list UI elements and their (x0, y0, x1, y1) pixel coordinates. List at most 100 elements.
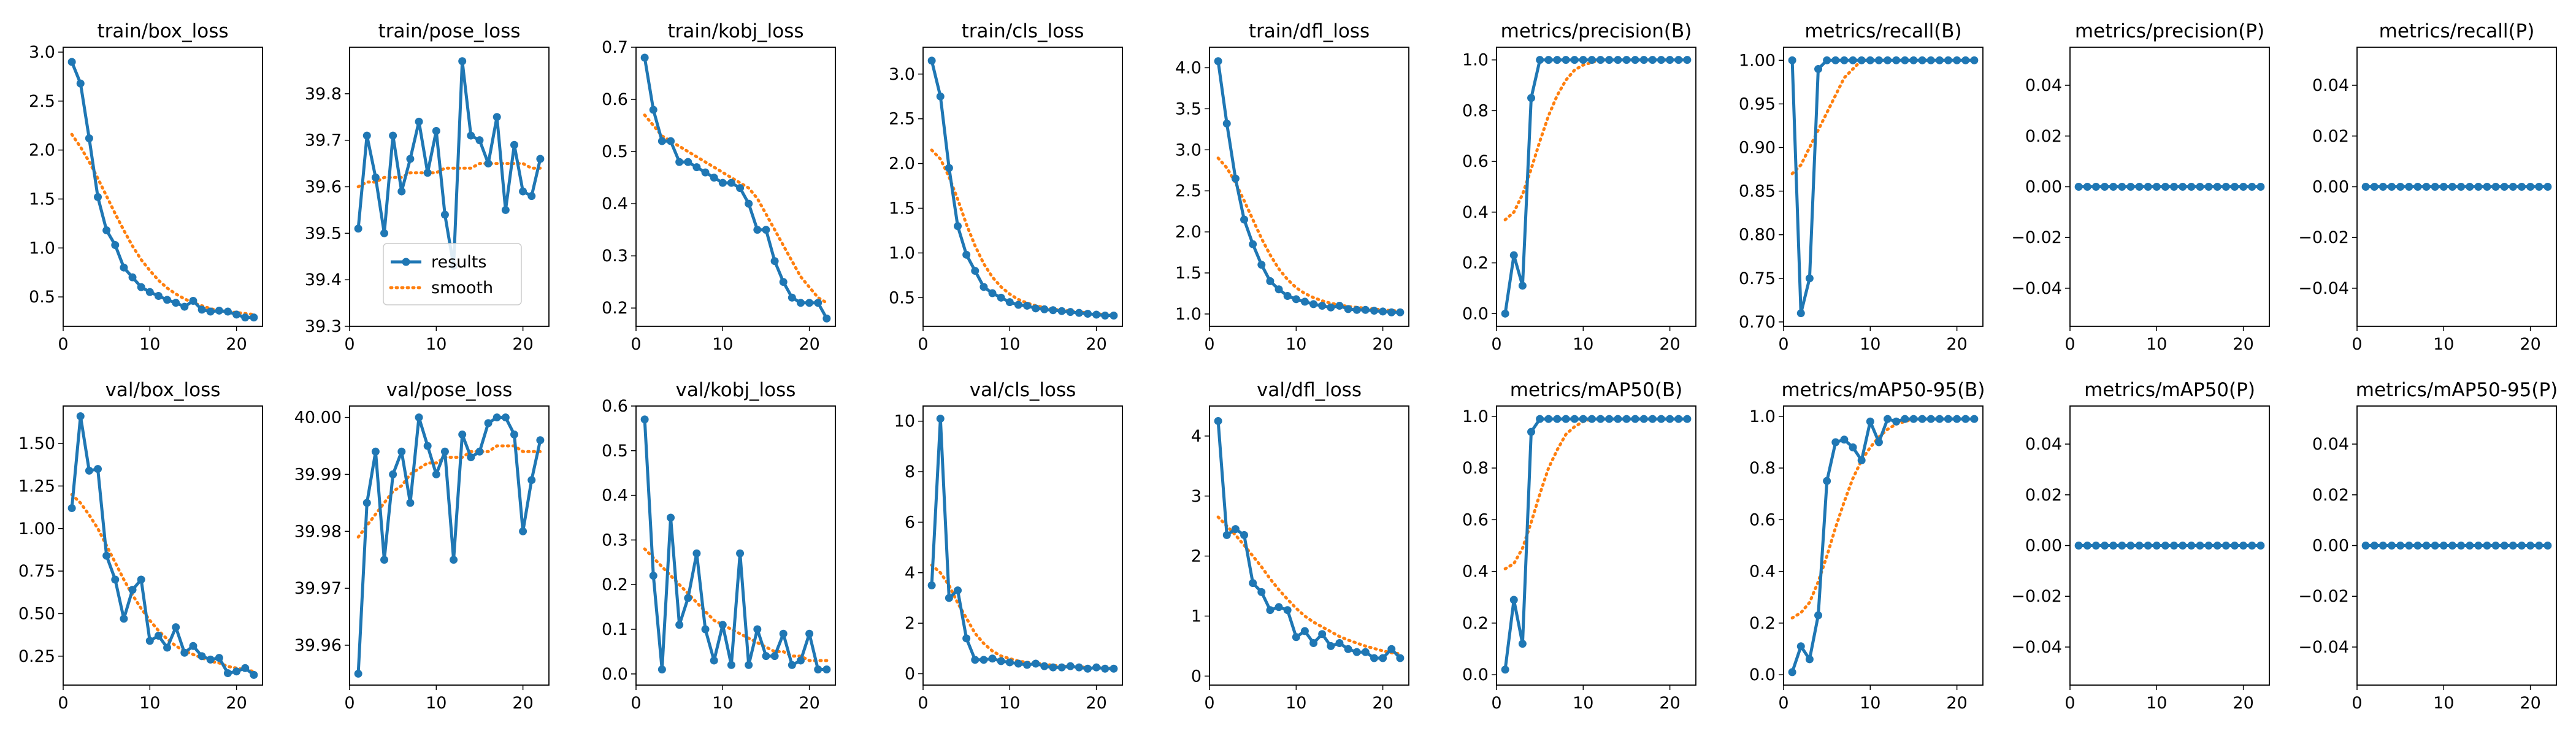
series-line-results (1790, 417, 1974, 673)
data-point (979, 283, 988, 291)
data-point (1544, 415, 1553, 423)
data-point (1831, 56, 1840, 64)
x-tick-label: 0 (2064, 694, 2075, 713)
data-point (527, 192, 536, 201)
data-point (1275, 603, 1283, 611)
data-point (1023, 661, 1032, 669)
data-point (1840, 56, 1849, 64)
data-point (1935, 56, 1944, 64)
data-point (1884, 415, 1892, 423)
x-tick-label: 10 (426, 335, 447, 354)
data-point (102, 226, 111, 235)
data-point (988, 654, 997, 663)
x-tick-label: 10 (999, 694, 1020, 713)
data-point (2483, 183, 2491, 191)
data-point (128, 273, 137, 282)
chart-metrics-recall-b: metrics/recall(B) 0.70 0.75 0.80 0.85 0.90 0.9… (1739, 20, 1984, 354)
data-point (501, 205, 510, 214)
data-point (2491, 542, 2500, 550)
y-tick-label: 10 (894, 412, 915, 431)
data-point (2144, 183, 2152, 191)
data-point (2509, 542, 2517, 550)
data-point (2091, 183, 2100, 191)
y-tick-label: 0.7 (602, 38, 628, 57)
y-tick-label: 39.97 (294, 579, 342, 598)
data-point (1918, 415, 1926, 423)
x-tick-label: 10 (712, 335, 733, 354)
data-point (527, 476, 536, 485)
data-point (2474, 542, 2483, 550)
data-point (1553, 415, 1562, 423)
data-point (2118, 183, 2126, 191)
y-tick-label: 0.75 (18, 562, 55, 581)
data-point (172, 623, 180, 632)
data-point (1214, 416, 1222, 425)
y-tick-label: 0.02 (2025, 486, 2062, 505)
data-point (2170, 183, 2179, 191)
y-tick-label: 0.75 (1739, 269, 1776, 288)
data-point (1501, 309, 1509, 318)
data-point (2526, 183, 2535, 191)
y-tick-label: −0.02 (2011, 228, 2062, 247)
x-tick-label: 10 (139, 335, 160, 354)
data-point (770, 652, 779, 661)
y-tick-label: 0.04 (2312, 76, 2349, 95)
y-tick-label: 40.00 (294, 408, 342, 427)
data-point (102, 551, 111, 560)
data-point (397, 187, 406, 196)
chart-title: train/dfl_loss (1249, 20, 1370, 42)
data-point (1249, 579, 1257, 588)
data-point (971, 267, 979, 275)
data-point (1292, 295, 1300, 304)
data-point (962, 250, 971, 259)
data-point (450, 556, 458, 564)
series-line-results (1216, 61, 1400, 314)
data-point (1648, 415, 1657, 423)
data-point (1335, 302, 1344, 310)
chart-metrics-map50-b: metrics/mAP50(B) 0.0 0.2 0.4 0.6 0.8 1.0 0 10 20 (1462, 379, 1696, 713)
data-point (2405, 542, 2413, 550)
data-point (2388, 183, 2396, 191)
data-point (2152, 542, 2161, 550)
y-tick-label: 2.5 (29, 92, 55, 111)
data-point (1049, 663, 1057, 672)
series-line-smooth (1503, 417, 1689, 570)
data-point (2101, 183, 2109, 191)
x-tick-label: 20 (1659, 694, 1680, 713)
y-tick-label: 39.4 (305, 270, 342, 289)
series-line-results (356, 416, 542, 674)
data-point (250, 313, 258, 322)
y-tick-label: 0.4 (602, 194, 628, 213)
data-point (354, 224, 362, 233)
data-point (1562, 56, 1570, 64)
data-point (85, 134, 93, 142)
chart-title: metrics/recall(B) (1804, 20, 1961, 42)
data-point (1597, 56, 1605, 64)
data-point (2221, 183, 2230, 191)
legend-label-smooth: smooth (431, 278, 493, 297)
y-tick-label: 0.00 (2025, 537, 2062, 556)
data-point (1631, 415, 1639, 423)
data-point (779, 629, 788, 638)
data-point (371, 173, 380, 182)
data-point (493, 413, 501, 422)
data-point (1049, 306, 1057, 315)
data-point (1536, 415, 1544, 423)
data-point (1536, 56, 1544, 64)
y-tick-label: 0.50 (18, 604, 55, 623)
y-tick-label: 0.0 (1749, 665, 1776, 684)
data-point (1666, 56, 1674, 64)
data-point (406, 499, 415, 507)
y-tick-label: 1.00 (1739, 51, 1776, 70)
data-point (1918, 56, 1926, 64)
data-point (154, 632, 163, 640)
data-point (1953, 415, 1961, 423)
data-point (493, 113, 501, 121)
y-tick-label: 2.0 (1175, 223, 1202, 242)
data-point (779, 278, 788, 286)
y-tick-label: 0.00 (2312, 178, 2349, 197)
data-point (1266, 606, 1275, 615)
y-tick-label: −0.04 (2298, 638, 2349, 657)
